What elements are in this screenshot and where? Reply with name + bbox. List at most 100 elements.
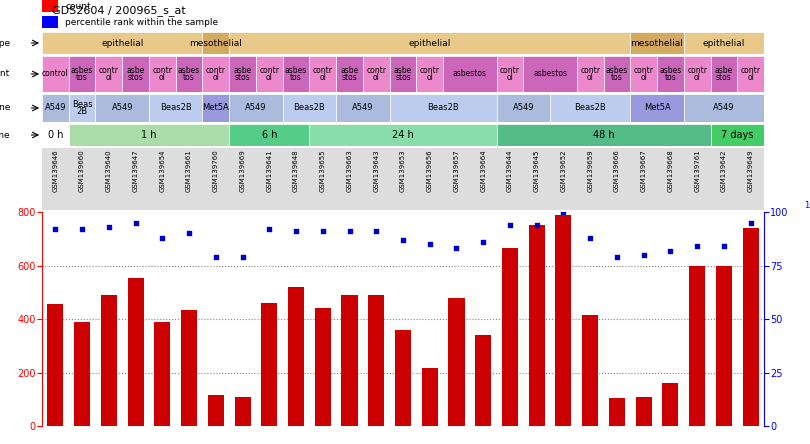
Text: A549: A549 bbox=[713, 103, 735, 112]
Bar bbox=[69, 56, 96, 92]
Bar bbox=[443, 56, 497, 92]
Text: GSM139668: GSM139668 bbox=[667, 149, 673, 192]
Text: Beas2B: Beas2B bbox=[160, 103, 192, 112]
Text: GSM139641: GSM139641 bbox=[266, 149, 272, 192]
Bar bbox=[336, 56, 363, 92]
Bar bbox=[122, 56, 149, 92]
Bar bbox=[208, 395, 224, 426]
Bar bbox=[283, 94, 336, 122]
Text: asbe
stos: asbe stos bbox=[714, 66, 733, 83]
Bar bbox=[449, 297, 464, 426]
Bar bbox=[283, 56, 309, 92]
Text: GSM139760: GSM139760 bbox=[213, 149, 219, 192]
Bar bbox=[710, 124, 764, 146]
Bar bbox=[743, 228, 759, 426]
Point bbox=[557, 208, 570, 215]
Text: percentile rank within the sample: percentile rank within the sample bbox=[65, 18, 218, 27]
Point bbox=[744, 219, 757, 226]
Text: asbe
stos: asbe stos bbox=[394, 66, 412, 83]
Text: contr
ol: contr ol bbox=[259, 66, 279, 83]
Text: GSM139646: GSM139646 bbox=[53, 149, 58, 192]
Bar bbox=[689, 266, 706, 426]
Point bbox=[262, 226, 275, 233]
Bar bbox=[229, 56, 256, 92]
Text: epithelial: epithelial bbox=[408, 39, 451, 48]
Bar bbox=[149, 94, 202, 122]
Bar bbox=[127, 278, 143, 426]
Bar bbox=[229, 32, 630, 54]
Bar bbox=[42, 124, 69, 146]
Text: contr
ol: contr ol bbox=[740, 66, 761, 83]
Text: GSM139655: GSM139655 bbox=[320, 149, 326, 192]
Text: GSM139644: GSM139644 bbox=[507, 149, 513, 192]
Bar bbox=[69, 124, 229, 146]
Text: contr
ol: contr ol bbox=[366, 66, 386, 83]
Bar bbox=[529, 226, 545, 426]
Text: GSM139667: GSM139667 bbox=[641, 149, 646, 192]
Text: GSM139656: GSM139656 bbox=[427, 149, 433, 192]
Text: Beas2B: Beas2B bbox=[427, 103, 459, 112]
Bar bbox=[262, 303, 277, 426]
Bar bbox=[609, 398, 625, 426]
Bar bbox=[684, 56, 710, 92]
Text: A549: A549 bbox=[513, 103, 534, 112]
Text: asbes
tos: asbes tos bbox=[178, 66, 200, 83]
Bar bbox=[710, 56, 737, 92]
Bar bbox=[582, 315, 599, 426]
Bar bbox=[181, 309, 197, 426]
Point bbox=[424, 241, 437, 248]
Point bbox=[477, 238, 490, 246]
Text: asbestos: asbestos bbox=[533, 70, 567, 79]
Text: asbes
tos: asbes tos bbox=[659, 66, 681, 83]
Point bbox=[316, 228, 329, 235]
Text: asbestos: asbestos bbox=[453, 70, 487, 79]
Text: 1 h: 1 h bbox=[141, 130, 156, 140]
Bar bbox=[422, 369, 437, 426]
Bar bbox=[630, 94, 684, 122]
Text: epithelial: epithelial bbox=[703, 39, 745, 48]
Point bbox=[75, 226, 88, 233]
Text: GSM139657: GSM139657 bbox=[454, 149, 459, 192]
Bar bbox=[416, 56, 443, 92]
Text: asbe
stos: asbe stos bbox=[340, 66, 359, 83]
Text: 7 days: 7 days bbox=[721, 130, 753, 140]
Text: 0 h: 0 h bbox=[48, 130, 63, 140]
Point bbox=[637, 251, 650, 258]
Text: GSM139640: GSM139640 bbox=[106, 149, 112, 192]
Text: GSM139652: GSM139652 bbox=[561, 149, 566, 192]
Bar bbox=[235, 396, 250, 426]
Text: GSM139653: GSM139653 bbox=[400, 149, 406, 192]
Text: agent: agent bbox=[0, 70, 10, 79]
Text: epithelial: epithelial bbox=[101, 39, 143, 48]
Text: cell type: cell type bbox=[0, 39, 10, 48]
Text: asbe
stos: asbe stos bbox=[233, 66, 252, 83]
Bar bbox=[577, 56, 603, 92]
Bar bbox=[96, 94, 149, 122]
Bar bbox=[315, 308, 330, 426]
Text: 24 h: 24 h bbox=[392, 130, 414, 140]
Bar bbox=[497, 94, 550, 122]
Text: GSM139761: GSM139761 bbox=[694, 149, 700, 192]
Text: A549: A549 bbox=[45, 103, 66, 112]
Bar bbox=[288, 287, 304, 426]
Text: asbes
tos: asbes tos bbox=[71, 66, 93, 83]
Text: GSM139643: GSM139643 bbox=[373, 149, 379, 192]
Bar bbox=[229, 124, 309, 146]
Text: A549: A549 bbox=[245, 103, 266, 112]
Text: asbe
stos: asbe stos bbox=[126, 66, 145, 83]
Point bbox=[129, 219, 142, 226]
Point bbox=[102, 223, 115, 230]
Bar bbox=[603, 56, 630, 92]
Text: Beas2B: Beas2B bbox=[293, 103, 326, 112]
Text: mesothelial: mesothelial bbox=[631, 39, 684, 48]
Bar bbox=[657, 56, 684, 92]
Bar bbox=[336, 94, 390, 122]
Text: GSM139649: GSM139649 bbox=[748, 149, 753, 192]
Point bbox=[370, 228, 383, 235]
Bar bbox=[630, 56, 657, 92]
Bar bbox=[636, 396, 652, 426]
Bar bbox=[342, 295, 357, 426]
Bar bbox=[523, 56, 577, 92]
Point bbox=[49, 226, 62, 233]
Bar bbox=[684, 32, 764, 54]
